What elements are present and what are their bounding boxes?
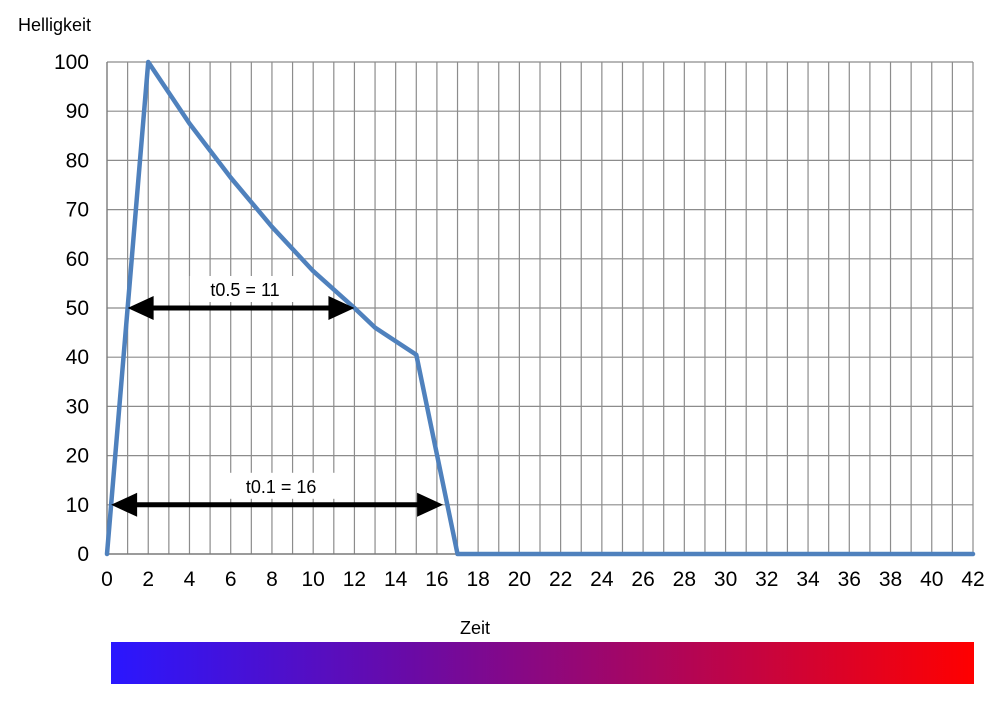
y-tick-label: 70: [66, 199, 89, 222]
y-tick-label: 60: [66, 248, 89, 271]
color-gradient-bar: [111, 642, 974, 684]
arrow-head-right: [417, 492, 444, 517]
arrow-head-left: [111, 492, 138, 517]
x-tick-label: 24: [590, 568, 614, 591]
x-tick-label: 34: [796, 568, 820, 591]
y-axis-title: Helligkeit: [18, 15, 91, 35]
x-axis-title: Zeit: [460, 618, 490, 638]
x-tick-label: 20: [508, 568, 531, 591]
y-tick-label: 80: [66, 149, 89, 172]
x-tick-label: 16: [425, 568, 448, 591]
y-tick-label: 100: [54, 51, 89, 74]
y-tick-label: 0: [77, 543, 89, 566]
y-tick-label: 40: [66, 346, 89, 369]
annotation-label: t0.1 = 16: [246, 477, 317, 497]
x-tick-label: 42: [961, 568, 984, 591]
annotation: t0.5 = 11: [127, 276, 355, 320]
y-tick-label: 50: [66, 297, 89, 320]
series-line: [104, 59, 976, 557]
annotation-label-background: [225, 472, 337, 499]
arrow-head-right: [328, 296, 355, 320]
y-tick-labels: 0 10 20 30 40 50 60 70 80 90 100: [54, 51, 89, 566]
x-tick-label: 18: [466, 568, 489, 591]
x-tick-label: 2: [142, 568, 154, 591]
x-tick-label: 0: [101, 568, 113, 591]
x-tick-labels: 0 2 4 6 8 10 12 14 16 18 20 22 24 26 28 30 32 34 36 38 40 42: [101, 568, 985, 591]
y-tick-label: 20: [66, 445, 89, 468]
x-tick-label: 8: [266, 568, 278, 591]
annotation-label-background: [189, 276, 301, 302]
y-tick-label: 90: [66, 100, 89, 123]
x-tick-label: 22: [549, 568, 572, 591]
series: [104, 59, 976, 557]
x-tick-label: 12: [343, 568, 366, 591]
x-tick-label: 30: [714, 568, 737, 591]
annotation: t0.1 = 16: [111, 472, 444, 517]
annotations: t0.5 = 11 t0.1 = 16: [111, 276, 444, 517]
arrow-head-left: [127, 296, 154, 320]
x-tick-label: 32: [755, 568, 778, 591]
x-tick-label: 14: [384, 568, 408, 591]
grid: [107, 61, 974, 554]
y-tick-label: 30: [66, 395, 89, 418]
x-tick-label: 36: [838, 568, 861, 591]
x-tick-label: 28: [673, 568, 696, 591]
x-tick-label: 38: [879, 568, 902, 591]
x-tick-label: 10: [302, 568, 325, 591]
y-tick-label: 10: [66, 494, 89, 517]
x-tick-label: 6: [225, 568, 237, 591]
x-tick-label: 26: [631, 568, 654, 591]
x-tick-label: 40: [920, 568, 943, 591]
annotation-label: t0.5 = 11: [210, 280, 279, 300]
x-tick-label: 4: [184, 568, 196, 591]
